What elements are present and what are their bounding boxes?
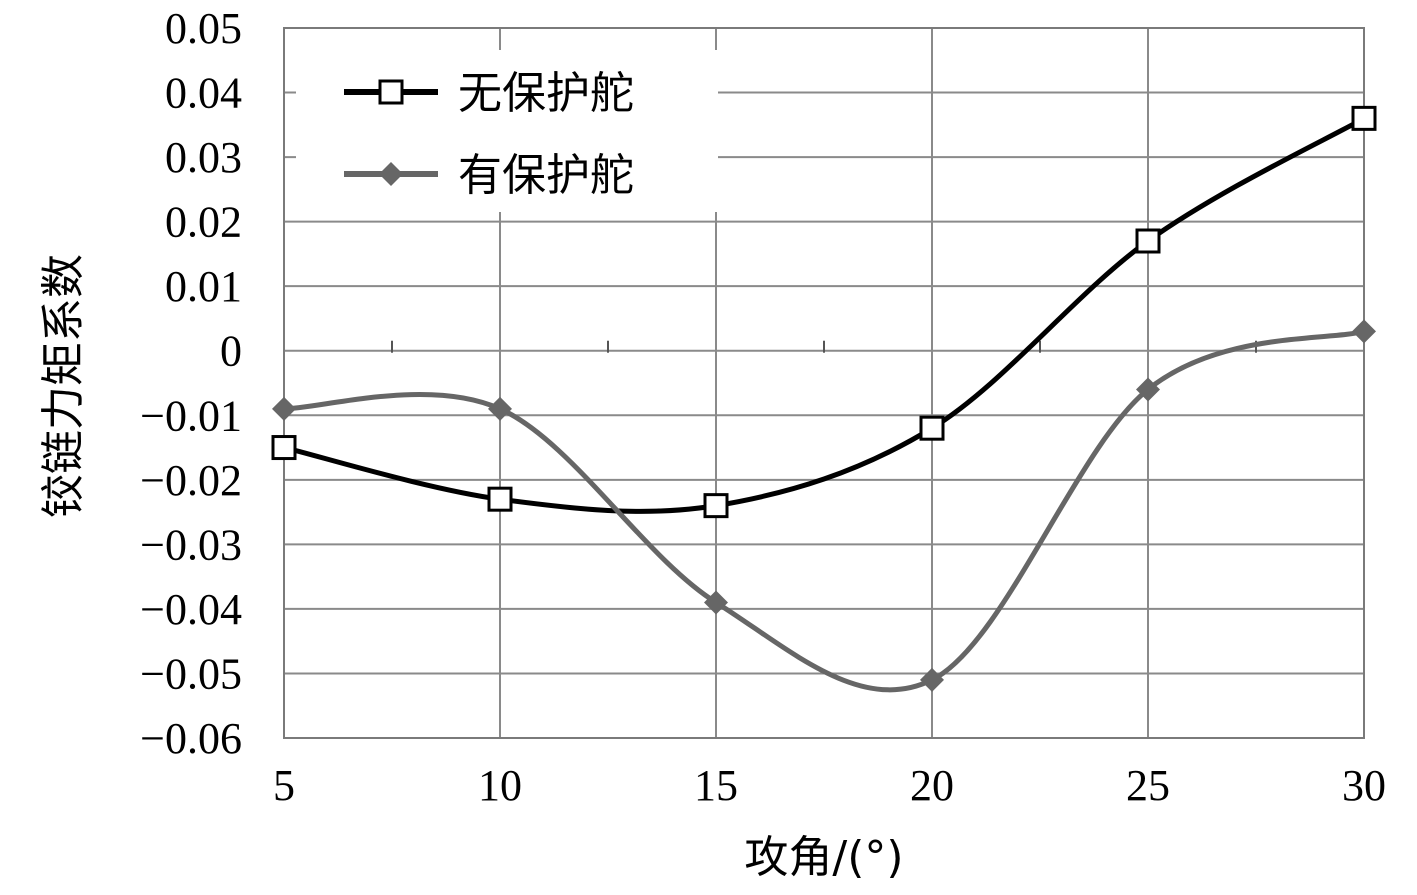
legend-label-series-0: 无保护舵: [458, 68, 634, 119]
y-tick-label: 0.04: [165, 69, 242, 118]
series-markers: [271, 105, 1377, 692]
x-tick-labels: 5 10 15 20 25 30: [273, 761, 1386, 810]
y-tick-label: −0.03: [140, 520, 242, 569]
y-tick-label: −0.06: [140, 714, 242, 763]
x-tick-label: 10: [478, 761, 522, 810]
series-line-0: [283, 116, 1366, 514]
series-lines: [283, 116, 1366, 693]
legend-marker-series-0: [378, 79, 404, 105]
series-0-point: [703, 493, 729, 519]
y-tick-label: −0.01: [140, 391, 242, 440]
legend-label-series-1: 有保护舵: [458, 150, 634, 201]
series-1-point: [488, 396, 512, 421]
series-0-point: [1351, 105, 1377, 131]
x-axis-title: 攻角/(°): [744, 832, 903, 883]
series-1-point: [272, 396, 296, 421]
y-tick-label: −0.05: [140, 649, 242, 698]
legend-box: [296, 50, 718, 212]
y-tick-label: 0.02: [165, 198, 242, 247]
legend-marker-series-1: [379, 162, 403, 186]
series-1-point: [1352, 319, 1376, 344]
legend: 无保护舵 有保护舵: [296, 50, 718, 212]
plot-frame: [283, 27, 1365, 739]
y-tick-label: 0: [220, 327, 242, 376]
zero-line-minor-ticks: [391, 340, 1257, 353]
y-tick-label: −0.04: [140, 585, 242, 634]
y-tick-label: 0.01: [165, 262, 242, 311]
plot-border: [283, 27, 1365, 739]
series-1-point: [1136, 377, 1160, 402]
series-1-point: [704, 590, 728, 615]
x-tick-label: 5: [273, 761, 295, 810]
series-1-point: [920, 667, 944, 692]
series-0-point: [919, 415, 945, 441]
series-0-point: [271, 435, 297, 461]
x-tick-label: 30: [1342, 761, 1386, 810]
y-tick-labels: 0.05 0.04 0.03 0.02 0.01 0 −0.01 −0.02 −0.03 −0.0…: [140, 4, 242, 763]
x-tick-label: 15: [694, 761, 738, 810]
series-0-point: [487, 486, 513, 512]
y-axis-title: 铰链力矩系数: [38, 254, 89, 518]
y-tick-label: 0.05: [165, 4, 242, 53]
y-tick-label: −0.02: [140, 456, 242, 505]
x-tick-label: 25: [1126, 761, 1170, 810]
series-line-1: [283, 328, 1365, 693]
y-tick-label: 0.03: [165, 133, 242, 182]
x-tick-label: 20: [910, 761, 954, 810]
series-0-point: [1135, 228, 1161, 254]
